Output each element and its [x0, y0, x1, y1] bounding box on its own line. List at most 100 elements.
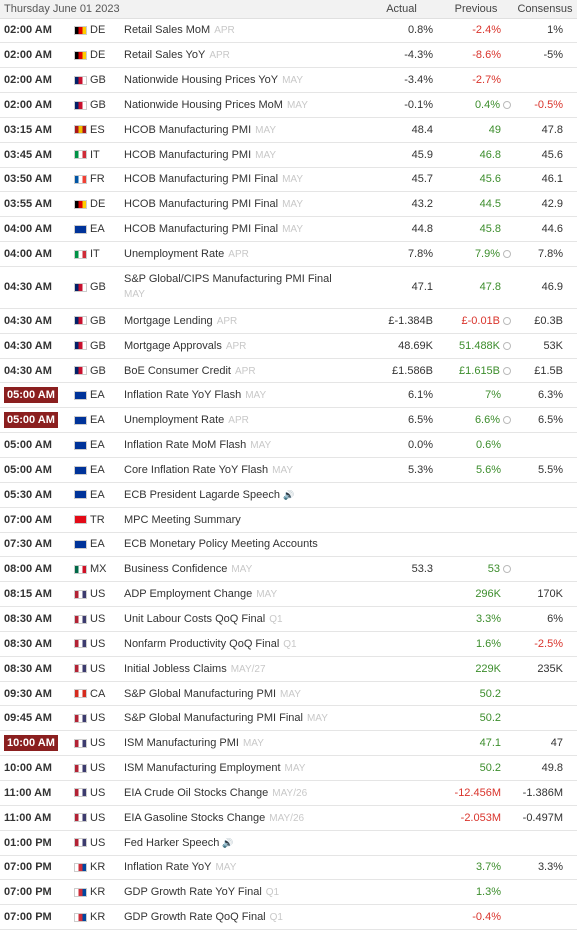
event-cell[interactable]: S&P Global/CIPS Manufacturing PMI Final M… [124, 266, 365, 309]
table-row[interactable]: 03:15 AM ES HCOB Manufacturing PMI MAY 48.4 4… [0, 117, 577, 143]
table-row[interactable]: 08:00 AM MX Business Confidence MAY 53.3 53 [0, 556, 577, 583]
table-row[interactable]: 07:00 AM TR MPC Meeting Summary [0, 507, 577, 533]
table-row[interactable]: 05:00 AM EA Unemployment Rate APR 6.5% 6.6% 6.… [0, 407, 577, 434]
event-name-link[interactable]: GDP Growth Rate QoQ Final [124, 911, 266, 924]
event-name-link[interactable]: ADP Employment Change [124, 588, 253, 601]
event-name-link[interactable]: S&P Global Manufacturing PMI Final [124, 712, 303, 725]
event-name-link[interactable]: Inflation Rate YoY Flash [124, 389, 242, 402]
table-row[interactable]: 11:00 AM US EIA Crude Oil Stocks Change MAY… [0, 780, 577, 806]
event-cell[interactable]: S&P Global Manufacturing PMI MAY [124, 681, 365, 707]
event-cell[interactable]: Fed Harker Speech 🔊 [124, 830, 365, 856]
event-name-link[interactable]: ISM Manufacturing Employment [124, 762, 281, 775]
event-cell[interactable]: Unit Labour Costs QoQ Final Q1 [124, 606, 365, 632]
event-name-link[interactable]: HCOB Manufacturing PMI Final [124, 173, 279, 186]
event-cell[interactable]: Nationwide Housing Prices MoM MAY [124, 92, 365, 118]
table-row[interactable]: 05:30 AM EA ECB President Lagarde Speech 🔊 [0, 482, 577, 508]
table-row[interactable]: 03:45 AM IT HCOB Manufacturing PMI MAY 45.9 4… [0, 142, 577, 168]
table-row[interactable]: 08:30 AM US Unit Labour Costs QoQ Final Q1 3… [0, 606, 577, 632]
event-name-link[interactable]: Retail Sales YoY [124, 49, 206, 62]
table-row[interactable]: 02:00 AM DE Retail Sales MoM APR 0.8% -2.4% 1% [0, 18, 577, 44]
event-name-link[interactable]: Mortgage Lending [124, 314, 213, 327]
event-cell[interactable]: ADP Employment Change MAY [124, 581, 365, 608]
table-row[interactable]: 02:00 AM DE Retail Sales YoY APR -4.3% -8.6% -… [0, 42, 577, 69]
event-cell[interactable]: S&P Global Manufacturing PMI Final MAY [124, 705, 365, 732]
table-row[interactable]: 04:30 AM GB BoE Consumer Credit APR £1.586B £… [0, 358, 577, 384]
table-row[interactable]: 10:00 AM US ISM Manufacturing PMI MAY 47.1 47 [0, 730, 577, 757]
event-cell[interactable]: HCOB Manufacturing PMI Final MAY [124, 167, 365, 193]
table-row[interactable]: 05:00 AM EA Inflation Rate MoM Flash MAY 0.0… [0, 432, 577, 458]
event-cell[interactable]: Nationwide Housing Prices YoY MAY [124, 67, 365, 94]
table-row[interactable]: 08:30 AM US Nonfarm Productivity QoQ Final… [0, 631, 577, 657]
event-cell[interactable]: HCOB Manufacturing PMI MAY [124, 142, 365, 168]
table-row[interactable]: 04:00 AM EA HCOB Manufacturing PMI Final MA… [0, 216, 577, 243]
event-name-link[interactable]: Mortgage Approvals [124, 339, 222, 352]
event-cell[interactable]: ISM Manufacturing PMI MAY [124, 730, 365, 757]
event-cell[interactable]: Nonfarm Productivity QoQ Final Q1 [124, 631, 365, 657]
event-name-link[interactable]: GDP Growth Rate YoY Final [124, 886, 262, 899]
event-name-link[interactable]: HCOB Manufacturing PMI Final [124, 198, 279, 211]
event-name-link[interactable]: ECB Monetary Policy Meeting Accounts [124, 538, 318, 551]
table-row[interactable]: 08:15 AM US ADP Employment Change MAY 296K 17… [0, 581, 577, 608]
table-row[interactable]: 03:50 AM FR HCOB Manufacturing PMI Final MA… [0, 167, 577, 193]
event-name-link[interactable]: HCOB Manufacturing PMI [124, 123, 252, 136]
table-row[interactable]: 04:00 AM IT Unemployment Rate APR 7.8% 7.9% 7.… [0, 241, 577, 267]
table-row[interactable]: 05:00 AM EA Inflation Rate YoY Flash MAY 6.1… [0, 382, 577, 409]
event-cell[interactable]: EIA Gasoline Stocks Change MAY/26 [124, 805, 365, 831]
event-name-link[interactable]: BoE Consumer Credit [124, 364, 231, 377]
event-cell[interactable]: MPC Meeting Summary [124, 507, 365, 533]
event-name-link[interactable]: Business Confidence [124, 563, 228, 576]
event-name-link[interactable]: Nonfarm Productivity QoQ Final [124, 637, 280, 650]
event-name-link[interactable]: ISM Manufacturing PMI [124, 737, 239, 750]
event-name-link[interactable]: ECB President Lagarde Speech [124, 488, 280, 501]
table-row[interactable]: 10:00 AM US ISM Manufacturing Employment MA… [0, 755, 577, 781]
table-row[interactable]: 05:00 AM EA Core Inflation Rate YoY Flash M… [0, 457, 577, 483]
event-name-link[interactable]: HCOB Manufacturing PMI [124, 148, 252, 161]
table-row[interactable]: 04:30 AM GB Mortgage Lending APR £-1.384B £-0… [0, 308, 577, 334]
event-name-link[interactable]: S&P Global Manufacturing PMI [124, 687, 277, 700]
event-cell[interactable]: GDP Growth Rate YoY Final Q1 [124, 879, 365, 906]
event-cell[interactable]: HCOB Manufacturing PMI Final MAY [124, 191, 365, 218]
event-cell[interactable]: Unemployment Rate APR [124, 241, 365, 267]
event-name-link[interactable]: Unemployment Rate [124, 414, 225, 427]
event-name-link[interactable]: Initial Jobless Claims [124, 662, 227, 675]
event-cell[interactable]: BoE Consumer Credit APR [124, 358, 365, 384]
event-name-link[interactable]: MPC Meeting Summary [124, 513, 241, 526]
event-name-link[interactable]: Retail Sales MoM [124, 24, 211, 37]
event-name-link[interactable]: Core Inflation Rate YoY Flash [124, 463, 269, 476]
table-row[interactable]: 09:45 AM US S&P Global Manufacturing PMI F… [0, 705, 577, 732]
event-cell[interactable]: Unemployment Rate APR [124, 407, 365, 434]
event-cell[interactable]: Inflation Rate YoY MAY [124, 855, 365, 881]
event-name-link[interactable]: Inflation Rate MoM Flash [124, 439, 247, 452]
event-name-link[interactable]: Nationwide Housing Prices MoM [124, 98, 283, 111]
event-cell[interactable]: Mortgage Approvals APR [124, 333, 365, 359]
event-cell[interactable]: Retail Sales YoY APR [124, 42, 365, 69]
event-name-link[interactable]: S&P Global/CIPS Manufacturing PMI Final [124, 273, 332, 286]
table-row[interactable]: 02:00 AM GB Nationwide Housing Prices YoY M… [0, 67, 577, 94]
table-row[interactable]: 04:30 AM GB Mortgage Approvals APR 48.69K 51.… [0, 333, 577, 359]
event-name-link[interactable]: HCOB Manufacturing PMI Final [124, 223, 279, 236]
event-name-link[interactable]: Unemployment Rate [124, 248, 225, 261]
event-cell[interactable]: ECB President Lagarde Speech 🔊 [124, 482, 365, 508]
table-row[interactable]: 04:30 AM GB S&P Global/CIPS Manufacturing … [0, 266, 577, 309]
table-row[interactable]: 07:00 PM KR Inflation Rate YoY MAY 3.7% 3.3% [0, 855, 577, 881]
event-name-link[interactable]: EIA Gasoline Stocks Change [124, 811, 266, 824]
event-cell[interactable]: HCOB Manufacturing PMI MAY [124, 117, 365, 143]
table-row[interactable]: 02:00 AM GB Nationwide Housing Prices MoM M… [0, 92, 577, 118]
event-cell[interactable]: Core Inflation Rate YoY Flash MAY [124, 457, 365, 483]
event-cell[interactable]: GDP Growth Rate QoQ Final Q1 [124, 904, 365, 931]
event-cell[interactable]: Business Confidence MAY [124, 556, 365, 583]
event-cell[interactable]: Mortgage Lending APR [124, 308, 365, 334]
event-cell[interactable]: Retail Sales MoM APR [124, 18, 365, 44]
event-cell[interactable]: ISM Manufacturing Employment MAY [124, 755, 365, 781]
table-row[interactable]: 07:30 AM EA ECB Monetary Policy Meeting Ac… [0, 532, 577, 558]
event-cell[interactable]: Inflation Rate YoY Flash MAY [124, 382, 365, 409]
table-row[interactable]: 01:00 PM US Fed Harker Speech 🔊 [0, 830, 577, 856]
event-name-link[interactable]: EIA Crude Oil Stocks Change [124, 786, 269, 799]
event-cell[interactable]: ECB Monetary Policy Meeting Accounts [124, 532, 365, 558]
table-row[interactable]: 07:00 PM KR GDP Growth Rate YoY Final Q1 1.3… [0, 879, 577, 906]
event-cell[interactable]: Initial Jobless Claims MAY/27 [124, 656, 365, 682]
event-cell[interactable]: HCOB Manufacturing PMI Final MAY [124, 216, 365, 243]
event-name-link[interactable]: Inflation Rate YoY [124, 861, 212, 874]
event-cell[interactable]: Inflation Rate MoM Flash MAY [124, 432, 365, 458]
table-row[interactable]: 03:55 AM DE HCOB Manufacturing PMI Final MA… [0, 191, 577, 218]
